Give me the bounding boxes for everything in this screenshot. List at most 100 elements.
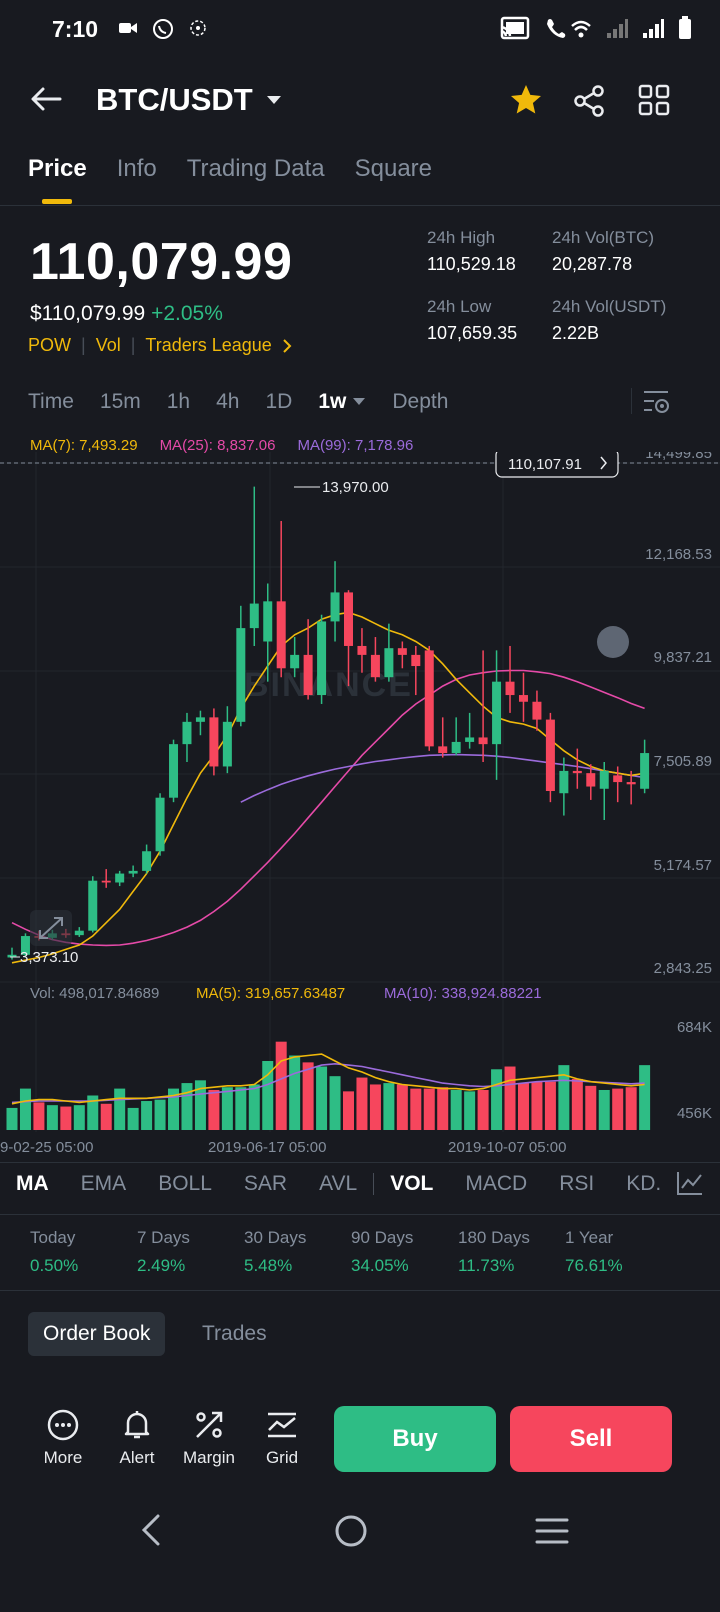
price-axis: 12,168.53 9,837.21 7,505.89 5,174.57 2,843.2… — [645, 452, 712, 977]
indicator-kd[interactable]: KD. — [626, 1172, 662, 1195]
chevron-right-icon — [283, 338, 292, 353]
candle-body — [276, 601, 286, 669]
wifi-call-icon — [547, 19, 591, 38]
tab-square[interactable]: Square — [354, 155, 432, 182]
stat-label: 24h Vol(BTC) — [552, 228, 655, 247]
indicator-avl[interactable]: AVL — [319, 1172, 358, 1195]
alert-button[interactable]: Alert — [102, 1408, 172, 1468]
margin-icon — [196, 1411, 223, 1438]
status-right-icons — [500, 16, 692, 40]
candle-body — [169, 744, 179, 798]
candle-body — [330, 592, 340, 622]
nav-home-icon[interactable] — [334, 1514, 368, 1548]
candle-body — [263, 601, 273, 642]
price-chart[interactable]: BINANCE 12,168.53 9,837.21 7,505.89 5,174.5… — [0, 452, 720, 1152]
toolbar-divider — [631, 388, 632, 414]
volume-ma10-legend: MA(10): 338,924.88221 — [384, 985, 542, 1002]
favorite-button[interactable] — [508, 82, 544, 123]
back-button[interactable] — [30, 86, 62, 117]
timeframe-1d[interactable]: 1D — [265, 390, 293, 413]
volume-bar — [639, 1065, 651, 1130]
nav-recents-icon[interactable] — [534, 1516, 570, 1546]
timeframe-time[interactable]: Time — [28, 390, 74, 413]
timeframe-1w[interactable]: 1w — [318, 390, 366, 414]
sell-button[interactable]: Sell — [510, 1406, 672, 1472]
ma25-line — [11, 669, 645, 947]
indicator-ema[interactable]: EMA — [80, 1172, 127, 1195]
margin-button[interactable]: Margin — [174, 1408, 244, 1468]
candle-body — [384, 648, 394, 678]
timeframe-4h[interactable]: 4h — [216, 390, 240, 413]
timeframe-depth[interactable]: Depth — [392, 390, 449, 413]
bell-icon — [124, 1411, 150, 1439]
caret-down-icon — [266, 96, 281, 104]
tag-traders-league[interactable]: Traders League — [145, 335, 272, 355]
indicator-settings-button[interactable] — [676, 1170, 704, 1201]
tab-trading-data[interactable]: Trading Data — [186, 155, 325, 182]
tab-info[interactable]: Info — [116, 155, 157, 182]
volume-bar — [585, 1085, 597, 1130]
tab-trades[interactable]: Trades — [202, 1322, 267, 1345]
indicator-tabs: MA EMA BOLL SAR AVL VOL MACD RSI KD. — [16, 1172, 661, 1196]
indicator-rsi[interactable]: RSI — [559, 1172, 595, 1195]
chart-settings-icon — [644, 391, 669, 413]
timeframe-15m[interactable]: 15m — [99, 390, 141, 413]
candle-body — [74, 930, 84, 936]
price-axis-label: 14,499.85 — [645, 452, 712, 462]
indicator-boll[interactable]: BOLL — [158, 1172, 212, 1195]
volume-ma10-line — [11, 1062, 645, 1104]
grid-menu-button[interactable] — [638, 84, 670, 121]
perf-label: Today — [30, 1228, 76, 1247]
candle-body — [249, 603, 259, 629]
indicator-vol[interactable]: VOL — [390, 1172, 434, 1195]
share-button[interactable] — [572, 84, 606, 123]
fullscreen-button[interactable] — [30, 910, 72, 946]
tabs-divider — [0, 205, 720, 206]
chart-settings-button[interactable] — [642, 388, 672, 421]
candle-body — [559, 770, 569, 794]
perf-90-days: 90 Days 34.05% — [351, 1228, 458, 1276]
candle-body — [518, 695, 528, 702]
timeframe-1w-label: 1w — [318, 390, 347, 413]
timeframe-1h[interactable]: 1h — [166, 390, 191, 413]
more-button[interactable]: More — [28, 1408, 98, 1468]
tag-pow[interactable]: POW — [28, 335, 71, 355]
perf-30-days: 30 Days 5.48% — [244, 1228, 351, 1276]
buy-button[interactable]: Buy — [334, 1406, 496, 1472]
high-marker-label: 13,970.00 — [322, 479, 389, 496]
volume-bar — [531, 1081, 543, 1130]
tag-vol[interactable]: Vol — [95, 335, 121, 355]
stat-value: 107,659.35 — [427, 323, 518, 343]
candle-body — [532, 701, 542, 720]
signal-2-icon — [643, 19, 664, 38]
crosshair-handle[interactable] — [597, 626, 629, 658]
current-price-box[interactable] — [495, 452, 619, 478]
tab-price[interactable]: Price — [28, 155, 87, 204]
perf-value: 5.48% — [244, 1256, 293, 1275]
status-time: 7:10 — [52, 16, 99, 42]
volume-ma5-line — [11, 1053, 645, 1105]
volume-bar — [356, 1077, 368, 1130]
perf-label: 1 Year — [565, 1228, 614, 1247]
status-left-icons — [118, 18, 208, 40]
candle-body — [115, 873, 125, 883]
system-nav-bar — [0, 1492, 720, 1612]
volume-bar — [329, 1076, 341, 1130]
battery-icon — [679, 16, 691, 39]
price-usd: $110,079.99 — [30, 302, 146, 325]
volume-bar — [598, 1089, 610, 1130]
ma25-legend: MA(25): 8,837.06 — [159, 437, 276, 454]
caret-down-icon — [353, 398, 366, 405]
indicator-sar[interactable]: SAR — [243, 1172, 288, 1195]
volume-bar — [491, 1069, 503, 1130]
pair-selector[interactable]: BTC/USDT — [96, 82, 283, 118]
tab-order-book[interactable]: Order Book — [28, 1312, 166, 1356]
indicator-ma[interactable]: MA — [16, 1172, 49, 1195]
indicator-divider — [0, 1214, 720, 1215]
indicator-macd[interactable]: MACD — [465, 1172, 528, 1195]
volume-bar — [316, 1066, 328, 1130]
chevron-right-icon — [600, 456, 607, 470]
video-call-icon — [119, 23, 137, 33]
nav-back-icon[interactable] — [136, 1512, 164, 1548]
grid-button[interactable]: Grid — [247, 1408, 317, 1468]
